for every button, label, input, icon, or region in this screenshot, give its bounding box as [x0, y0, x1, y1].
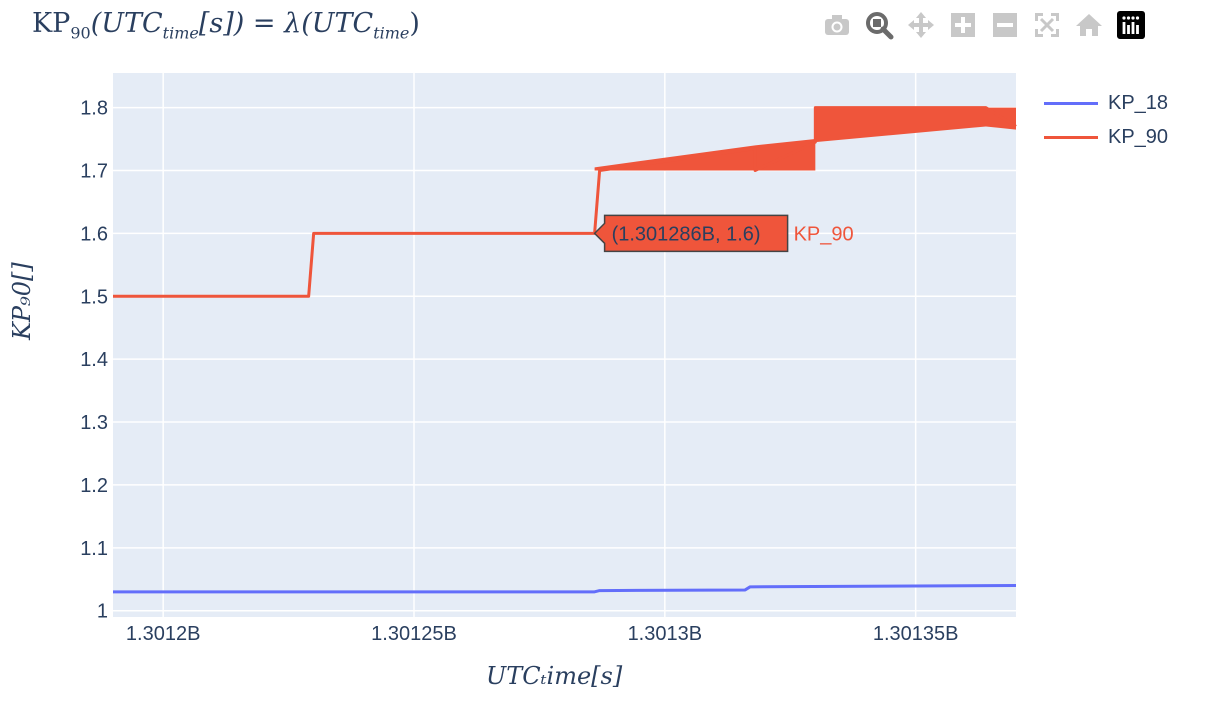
y-tick-label: 1.2: [80, 475, 108, 497]
y-tick-label: 1.8: [80, 98, 108, 120]
kp90-band: [594, 107, 1016, 171]
series-line-kp18: [113, 584, 1017, 594]
zoom-out-icon[interactable]: [988, 8, 1022, 42]
y-tick-label: 1.7: [80, 160, 108, 182]
plot-area: [113, 73, 1016, 617]
legend-item-kp90[interactable]: KP_90: [1044, 120, 1168, 154]
legend-label-kp90: KP_90: [1108, 125, 1169, 148]
x-axis-label: UTCₜime[s]: [486, 662, 623, 690]
tooltip-text: (1.301286B, 1.6): [612, 223, 761, 245]
tooltip-series-label: KP_90: [794, 223, 854, 245]
plotly-logo-icon[interactable]: [1114, 8, 1148, 42]
x-tick-label: 1.30135B: [873, 623, 959, 645]
camera-icon[interactable]: [820, 8, 854, 42]
modebar: [820, 8, 1156, 42]
y-tick-label: 1.4: [80, 349, 108, 371]
y-tick-label: 1.1: [80, 538, 108, 560]
zoom-icon[interactable]: [862, 8, 896, 42]
chart-title: KP90(UTCtime[s]) = λ(UTCtime): [32, 8, 420, 43]
y-tick-label: 1.6: [80, 223, 108, 245]
y-tick-label: 1.3: [80, 412, 108, 434]
autoscale-icon[interactable]: [1030, 8, 1064, 42]
legend-swatch-kp18: [1044, 101, 1098, 105]
x-tick-label: 1.3012B: [126, 623, 201, 645]
legend-swatch-kp90: [1044, 135, 1098, 139]
zoom-in-icon[interactable]: [946, 8, 980, 42]
pan-icon[interactable]: [904, 8, 938, 42]
y-tick-label: 1: [97, 601, 108, 623]
legend-item-kp18[interactable]: KP_18: [1044, 86, 1168, 120]
legend: KP_18 KP_90: [1044, 86, 1168, 154]
legend-label-kp18: KP_18: [1108, 91, 1169, 114]
y-axis-label: KP₉0[]: [8, 262, 36, 340]
tooltip-box: [593, 214, 789, 253]
x-tick-label: 1.30125B: [371, 623, 457, 645]
y-tick-label: 1.5: [80, 286, 108, 308]
x-tick-label: 1.3013B: [628, 623, 703, 645]
series-line-kp90: [113, 106, 1017, 298]
reset-axes-icon[interactable]: [1072, 8, 1106, 42]
